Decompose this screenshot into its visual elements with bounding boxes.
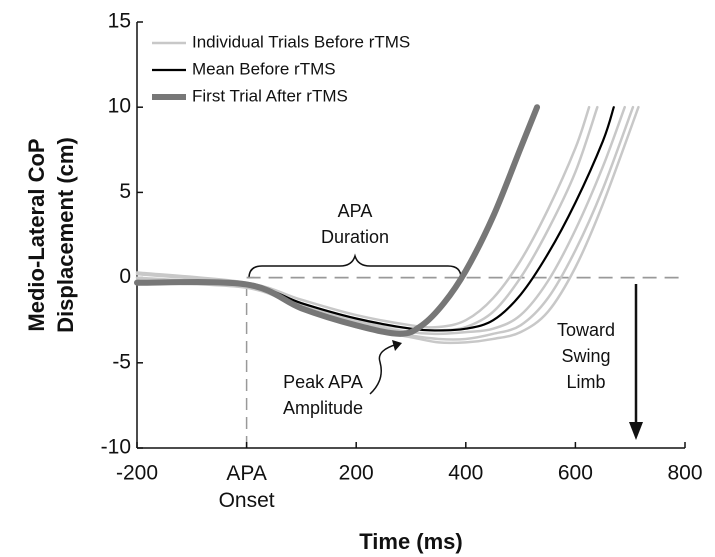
annotation: Peak APA bbox=[283, 372, 363, 392]
x-tick-label: APA Onset bbox=[219, 462, 275, 512]
x-tick-label: -200 bbox=[116, 462, 158, 485]
legend-label: Individual Trials Before rTMS bbox=[192, 32, 410, 51]
annotation: APA bbox=[338, 201, 373, 221]
peak-arrow bbox=[369, 343, 399, 395]
annotation: Toward bbox=[557, 320, 615, 340]
y-tick-label: 15 bbox=[108, 10, 131, 33]
duration-brace bbox=[248, 253, 462, 279]
y-tick-label: 10 bbox=[108, 95, 131, 118]
y-axis-label: Medio-Lateral CoP bbox=[24, 138, 49, 331]
annotation: Limb bbox=[566, 372, 605, 392]
y-tick-label: 5 bbox=[119, 180, 131, 203]
x-tick-label: 600 bbox=[558, 462, 593, 485]
annotation: Amplitude bbox=[283, 398, 363, 418]
y-tick-label: -5 bbox=[112, 350, 131, 373]
y-tick-label: 0 bbox=[119, 265, 131, 288]
series-line bbox=[135, 106, 615, 332]
y-axis-label: Displacement (cm) bbox=[53, 137, 78, 333]
annotation: Duration bbox=[321, 227, 389, 247]
y-tick-label: -10 bbox=[101, 436, 131, 459]
annotation: Swing bbox=[561, 346, 610, 366]
x-tick-label: 400 bbox=[448, 462, 483, 485]
legend-label: Mean Before rTMS bbox=[192, 59, 336, 78]
series-line bbox=[134, 104, 541, 337]
series-line bbox=[135, 105, 635, 341]
toward-arrowhead bbox=[629, 422, 643, 440]
peak-arrowhead bbox=[392, 340, 402, 351]
series-line bbox=[135, 105, 591, 329]
legend-label: First Trial After rTMS bbox=[192, 86, 348, 105]
x-axis-label: Time (ms) bbox=[359, 529, 463, 554]
x-tick-label: 800 bbox=[667, 462, 702, 485]
x-tick-label: 200 bbox=[339, 462, 374, 485]
